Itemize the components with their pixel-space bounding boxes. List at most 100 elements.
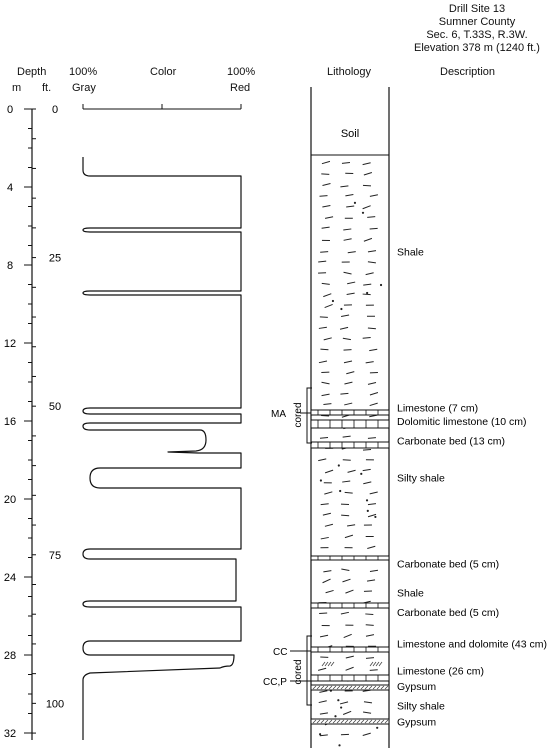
gypsum-hatch bbox=[340, 685, 345, 690]
shale-dash bbox=[321, 393, 330, 397]
gypsum-hatch bbox=[320, 685, 325, 690]
lithology-column: Soil bbox=[310, 87, 390, 748]
shale-dash bbox=[369, 669, 378, 671]
gypsum-hatch bbox=[376, 719, 381, 724]
dolomite-hatch bbox=[372, 661, 377, 667]
shale-dash bbox=[369, 391, 379, 396]
shale-dash bbox=[320, 536, 329, 540]
gypsum-hatch bbox=[352, 719, 357, 724]
shale-dash bbox=[343, 271, 352, 275]
ccp-label: CC,P bbox=[263, 677, 287, 688]
shale-dash bbox=[343, 228, 352, 231]
shale-dash bbox=[344, 534, 354, 539]
shale-dash bbox=[347, 251, 356, 254]
gypsum-hatch bbox=[312, 719, 317, 724]
shale-dash bbox=[322, 183, 331, 186]
shale-dash bbox=[365, 657, 375, 659]
core-bracket-upper bbox=[306, 387, 312, 444]
shale-dash bbox=[369, 227, 378, 230]
carbonate-bed bbox=[310, 555, 390, 561]
shale-dash bbox=[322, 204, 331, 208]
limestone-bed bbox=[310, 646, 390, 653]
gypsum-hatch bbox=[364, 685, 369, 690]
shale-dash bbox=[363, 237, 373, 242]
meter-tick-label: 20 bbox=[4, 494, 16, 506]
shale-dash bbox=[363, 171, 373, 176]
silt-dot bbox=[339, 489, 342, 493]
shale-dash bbox=[342, 480, 351, 483]
shale-dash bbox=[369, 491, 378, 495]
feet-tick-label: 75 bbox=[49, 550, 61, 562]
description-label: Gypsum bbox=[397, 716, 436, 728]
description-label: Limestone (26 cm) bbox=[397, 666, 484, 678]
gypsum-hatch bbox=[376, 685, 381, 690]
gypsum-hatch bbox=[360, 685, 365, 690]
shale-dash bbox=[367, 216, 376, 218]
shale-dash bbox=[320, 503, 329, 506]
dolomite-hatch bbox=[330, 661, 335, 667]
gypsum-hatch bbox=[348, 719, 353, 724]
shale-dash bbox=[369, 348, 378, 352]
core-brackets: MA cored CC CC,P cored bbox=[263, 387, 312, 706]
gypsum-hatch bbox=[320, 719, 325, 724]
feet-unit: ft. bbox=[42, 82, 52, 94]
description-label: Gypsum bbox=[397, 681, 436, 693]
feet-tick-label: 25 bbox=[49, 253, 61, 265]
shale-dash bbox=[365, 272, 374, 276]
silt-dot bbox=[337, 699, 340, 702]
description-label: Shale bbox=[397, 246, 424, 258]
feet-ticks: 0 25 50 75 100 bbox=[32, 104, 64, 734]
shale-dash bbox=[323, 293, 332, 298]
red-percent: 100% bbox=[227, 66, 256, 78]
description-label: Carbonate bed (5 cm) bbox=[397, 558, 499, 570]
cored-label-lower: cored bbox=[293, 659, 304, 684]
shale-dash bbox=[322, 578, 331, 584]
shale-dash bbox=[324, 523, 334, 527]
shale-dash bbox=[344, 381, 353, 385]
shale-dash bbox=[366, 579, 376, 582]
shale-dash bbox=[346, 371, 355, 375]
gypsum-hatch bbox=[372, 685, 377, 690]
description-label: Shale bbox=[397, 588, 424, 600]
gypsum-hatch bbox=[356, 719, 361, 724]
shale-dash bbox=[346, 292, 355, 295]
dolomite-hatch bbox=[327, 661, 332, 667]
shale-dash bbox=[321, 226, 330, 229]
depth-header: Depth bbox=[17, 66, 47, 78]
shale-dash bbox=[367, 437, 376, 439]
dolomite-hatch bbox=[321, 661, 326, 667]
cc-label: CC bbox=[273, 647, 287, 658]
site-name: Drill Site 13 bbox=[448, 3, 506, 15]
shale-dash bbox=[362, 468, 371, 472]
shale-dash bbox=[367, 250, 377, 253]
shale-dash bbox=[321, 381, 330, 385]
gypsum-hatch bbox=[316, 719, 321, 724]
color-curve bbox=[82, 157, 242, 740]
shale-dash bbox=[343, 633, 352, 639]
description-label: Carbonate bed (5 cm) bbox=[397, 607, 499, 619]
shale-dash bbox=[367, 261, 376, 264]
gypsum-hatch bbox=[384, 719, 389, 724]
shale-dash bbox=[321, 160, 331, 165]
cored-label-upper: cored bbox=[293, 402, 304, 427]
gypsum-hatch bbox=[324, 685, 329, 690]
shale-dash bbox=[318, 700, 327, 704]
silt-dot bbox=[338, 744, 341, 747]
shale-dash bbox=[320, 251, 329, 253]
site-county: Sumner County bbox=[438, 16, 516, 28]
shale-dash bbox=[324, 491, 333, 495]
color-scale bbox=[82, 104, 242, 740]
gray-percent: 100% bbox=[69, 66, 98, 78]
shale-dash bbox=[318, 360, 328, 364]
gypsum-hatch bbox=[368, 685, 373, 690]
shale-dash bbox=[323, 403, 332, 406]
dolomite-hatch bbox=[378, 661, 383, 667]
site-elevation: Elevation 378 m (1240 ft.) bbox=[414, 42, 540, 54]
shale-dash bbox=[324, 469, 334, 474]
meter-tick-label: 0 bbox=[7, 104, 13, 116]
gypsum-hatch bbox=[372, 719, 377, 724]
silt-dot bbox=[340, 706, 343, 709]
shale-dash bbox=[369, 569, 379, 573]
shale-dash bbox=[362, 337, 371, 339]
